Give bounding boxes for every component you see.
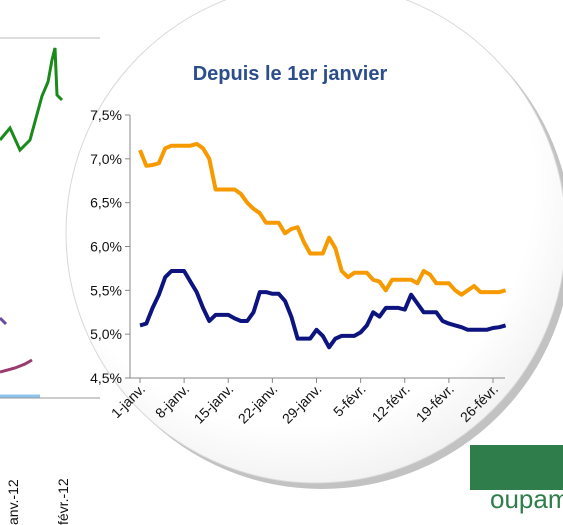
lens (65, 0, 563, 484)
y-tick-label: 6,0% (90, 239, 122, 255)
bg-line (0, 316, 8, 326)
bg-line (0, 47, 64, 153)
y-tick-label: 7,5% (90, 107, 122, 123)
chart-title: Depuis le 1er janvier (193, 63, 388, 85)
logo: oupama (490, 484, 563, 514)
y-tick-label: 4,5% (90, 370, 122, 386)
series-line (138, 141, 507, 297)
y-tick-label: 7,0% (90, 151, 122, 167)
bg-x-label: anv.-12 (5, 479, 21, 525)
logo-band (470, 445, 563, 490)
bg-x-label: févr.-12 (55, 478, 71, 525)
y-tick-label: 5,5% (90, 282, 122, 298)
y-tick-label: 5,0% (90, 326, 122, 342)
y-tick-label: 6,5% (90, 195, 122, 211)
background-chart: anv.-12 févr.-12 oupama (0, 37, 563, 525)
series-line (139, 269, 507, 350)
bg-line (0, 358, 33, 374)
